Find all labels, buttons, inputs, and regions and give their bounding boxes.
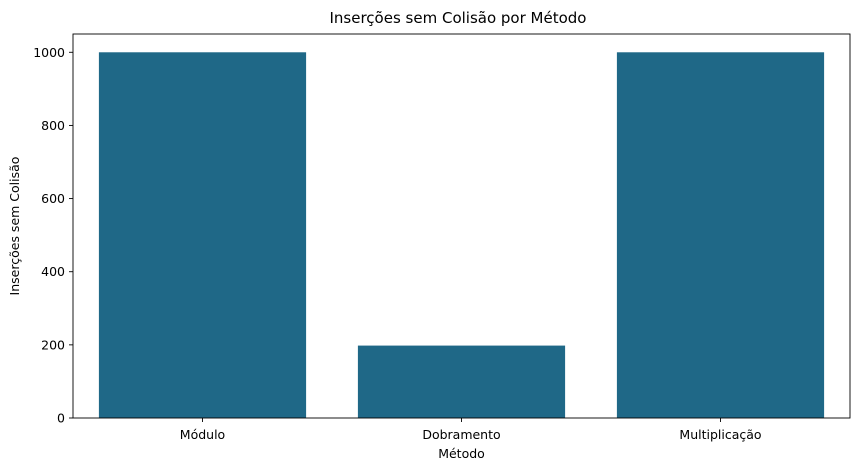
y-axis-ticks: 0 200 400 600 800 1000 — [33, 45, 73, 426]
chart-title: Inserções sem Colisão por Método — [330, 9, 587, 27]
x-tick-label: Multiplicação — [679, 427, 761, 442]
y-tick-label: 0 — [57, 411, 65, 426]
bar-dobramento — [357, 345, 566, 418]
bar-multiplicacao — [616, 52, 825, 419]
x-tick-label: Módulo — [180, 427, 225, 442]
x-tick-label: Dobramento — [422, 427, 500, 442]
x-axis-ticks: Módulo Dobramento Multiplicação — [180, 418, 762, 442]
bars-group — [98, 52, 825, 419]
bar-modulo — [98, 52, 307, 419]
y-tick-label: 400 — [41, 264, 65, 279]
x-axis-label: Método — [438, 446, 485, 461]
y-tick-label: 1000 — [33, 45, 65, 60]
plot-frame — [72, 33, 851, 419]
y-tick-label: 800 — [41, 118, 65, 133]
y-tick-label: 600 — [41, 191, 65, 206]
y-tick-label: 200 — [41, 337, 65, 352]
y-axis-label: Inserções sem Colisão — [7, 157, 22, 296]
